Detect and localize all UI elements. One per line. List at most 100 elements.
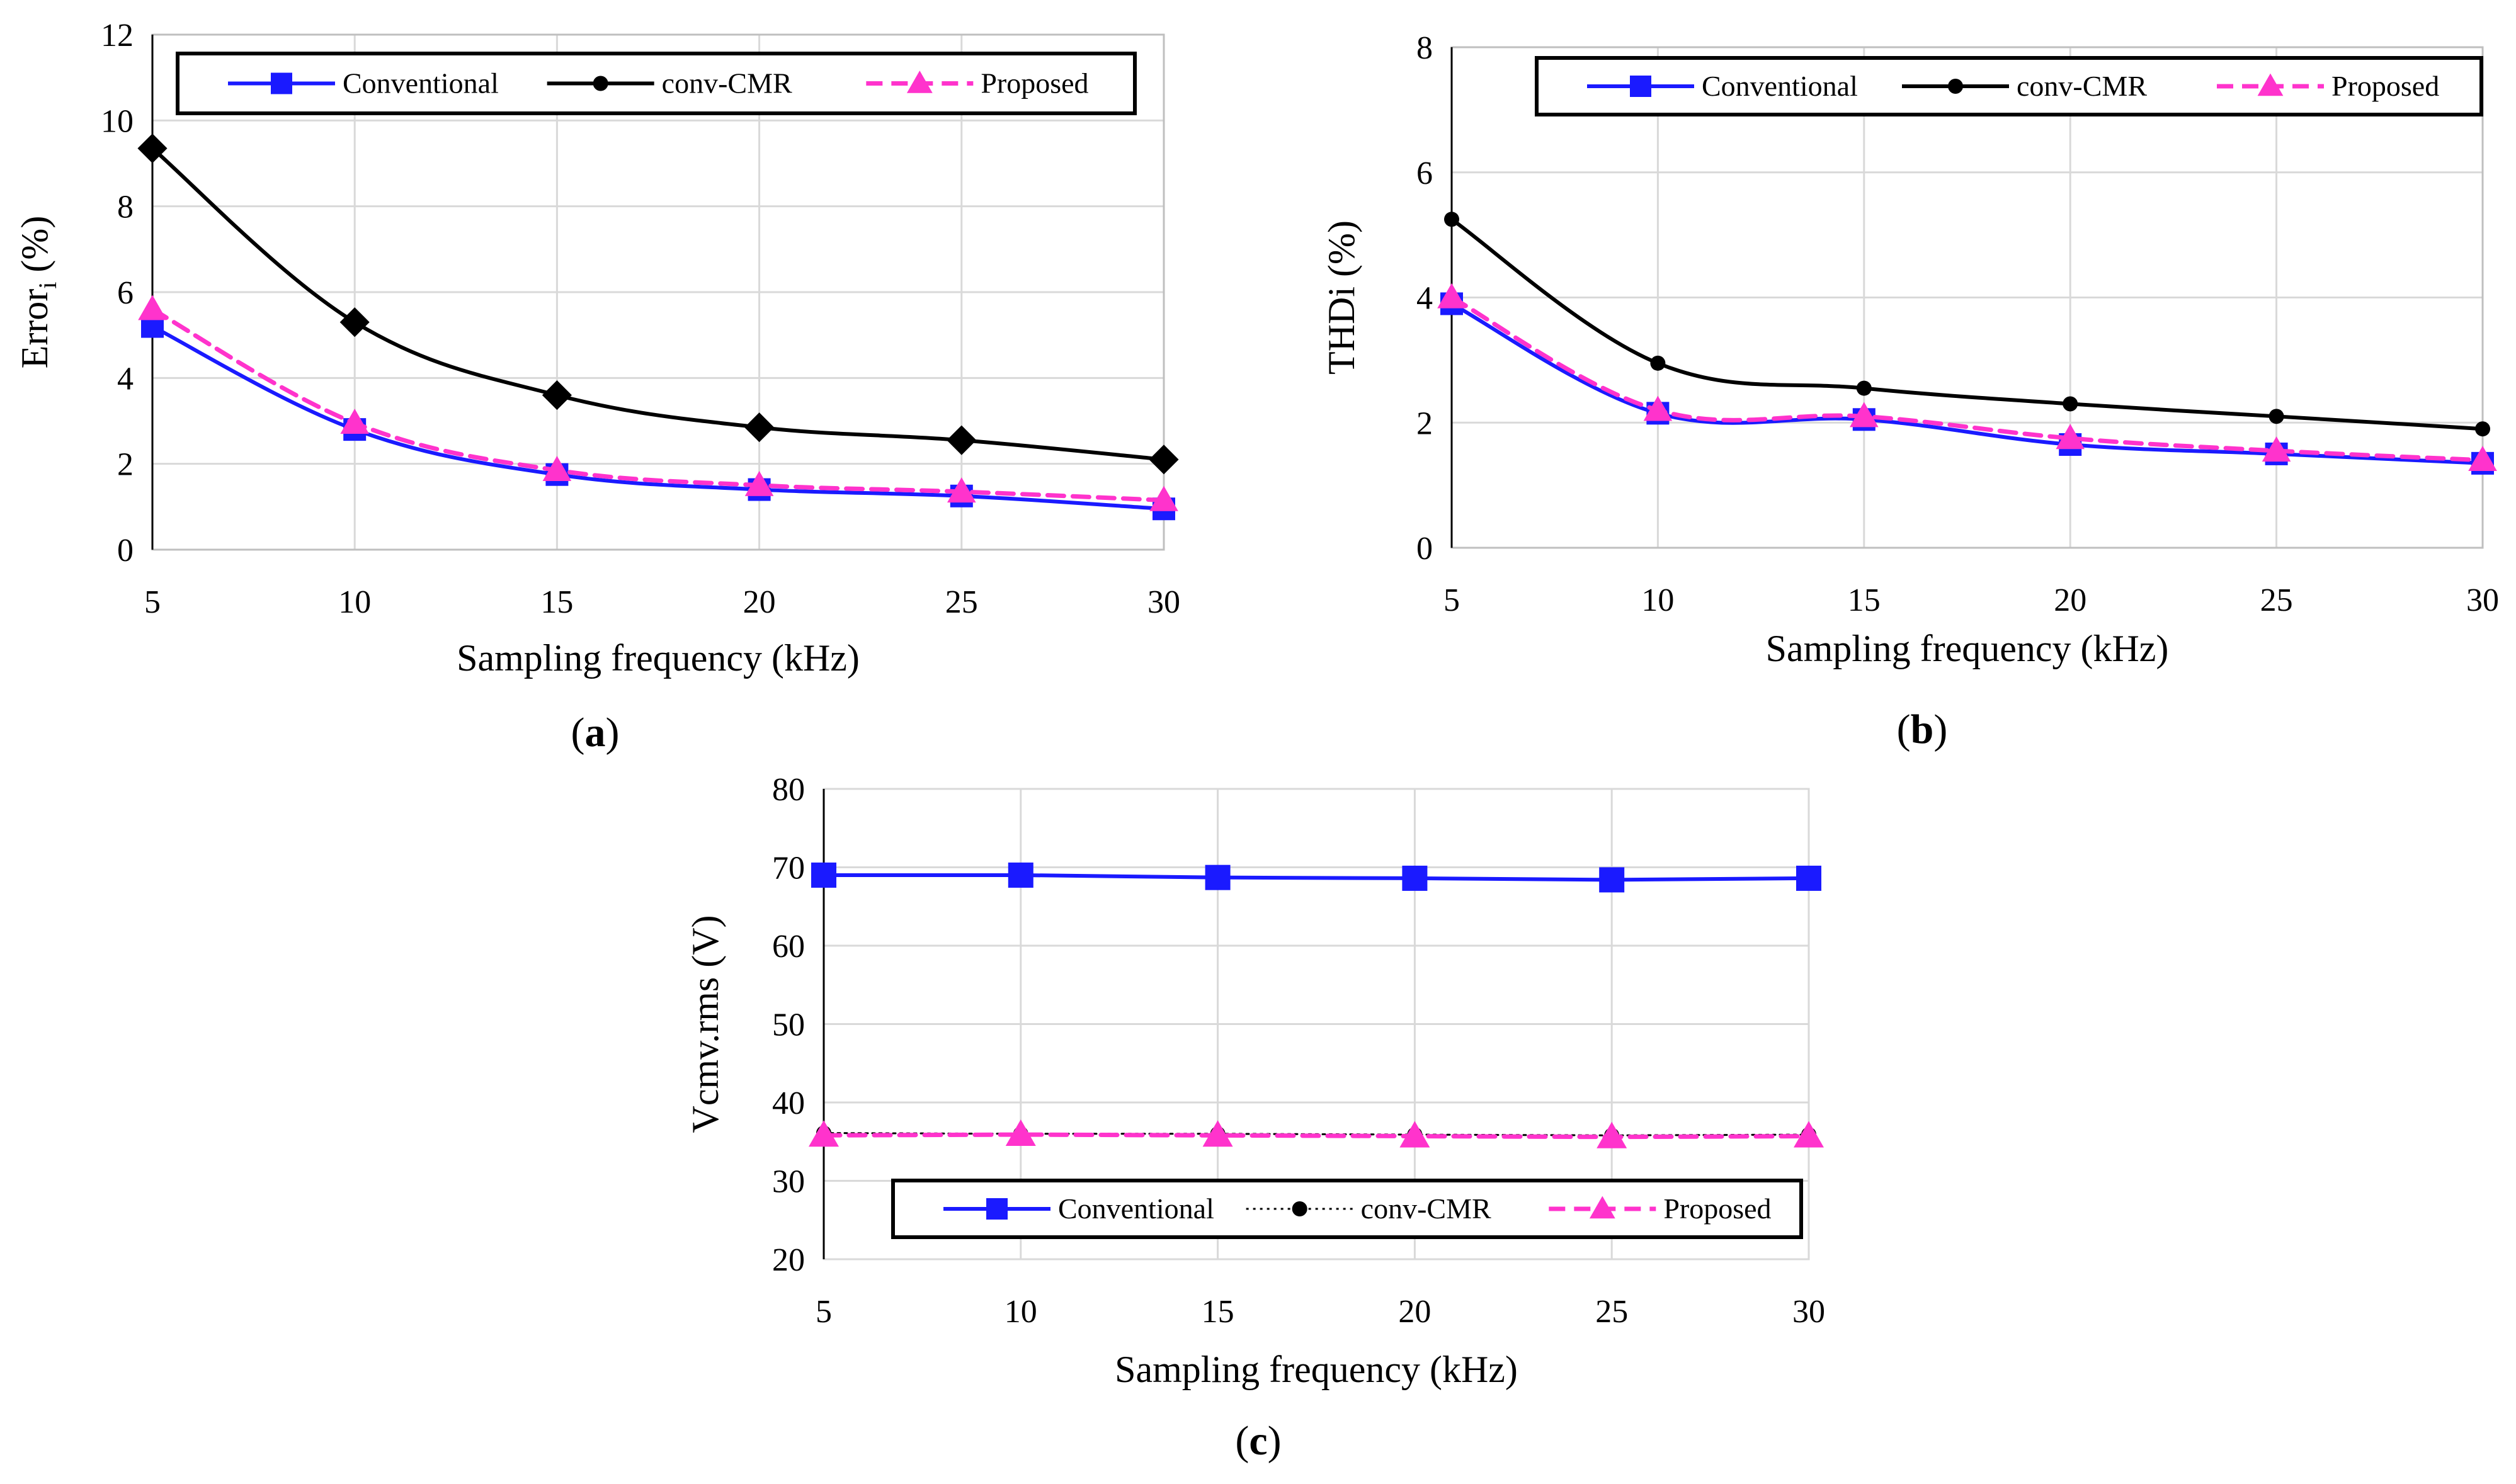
- x-tick-label: 30: [1792, 1294, 1825, 1330]
- data-point: [1850, 402, 1879, 428]
- data-point: [340, 409, 369, 434]
- data-point: [744, 470, 774, 496]
- legend-swatch-marker: [1589, 1196, 1615, 1219]
- caption-letter: b: [1911, 706, 1934, 752]
- legend-label: conv-CMR: [2017, 70, 2147, 102]
- y-axis-label-suffix: (%): [14, 216, 55, 282]
- legend-swatch-marker: [1630, 76, 1651, 97]
- gridlines: [1450, 46, 2484, 549]
- series-line: [151, 146, 1166, 462]
- data-point: [1205, 864, 1231, 890]
- y-tick-label: 60: [772, 929, 805, 965]
- panel-caption: (c): [1235, 1418, 1281, 1464]
- data-point: [947, 425, 977, 455]
- data-point: [811, 862, 836, 888]
- y-tick-label: 10: [101, 103, 134, 139]
- legend-item: Conventional: [943, 1192, 1214, 1225]
- series-conv-cmr: [1444, 212, 2490, 437]
- y-axis-label-subscript: i: [33, 282, 62, 289]
- data-point: [2262, 436, 2291, 462]
- legend-label: conv-CMR: [662, 67, 792, 99]
- y-tick-label: 12: [101, 18, 134, 54]
- legend-box: [891, 1179, 1803, 1239]
- x-tick-label: 15: [1202, 1294, 1234, 1330]
- x-tick-label: 15: [540, 584, 573, 620]
- data-point: [1008, 862, 1033, 888]
- legend-swatch-marker: [593, 76, 608, 91]
- legend: Conventional conv-CMR Proposed: [891, 1179, 1803, 1239]
- y-tick-label: 2: [117, 447, 134, 483]
- series-line: [150, 307, 1166, 503]
- y-axis-label-main: Error: [14, 289, 55, 369]
- legend-swatch-marker: [986, 1198, 1008, 1220]
- caption-open-paren: (: [571, 710, 585, 756]
- legend: Conventional conv-CMR Proposed: [176, 52, 1137, 115]
- x-tick-label: 20: [743, 584, 776, 620]
- data-point: [1437, 283, 1466, 309]
- data-point: [137, 133, 168, 164]
- series-proposed: [809, 1119, 1824, 1148]
- data-point: [138, 295, 167, 320]
- y-axis-label-main: THDi (%): [1321, 220, 1362, 375]
- x-tick-label: 10: [1641, 582, 1674, 618]
- x-tick-label: 20: [2054, 582, 2086, 618]
- y-tick-label: 50: [772, 1007, 805, 1043]
- panel-caption: (a): [571, 710, 620, 756]
- y-tick-label: 8: [1416, 30, 1433, 66]
- y-tick-label: 30: [772, 1164, 805, 1200]
- y-tick-label: 20: [772, 1242, 805, 1278]
- legend-label: Conventional: [1702, 70, 1858, 102]
- legend-item: Proposed: [2217, 70, 2439, 102]
- series-line: [1449, 295, 2485, 463]
- legend-item: Conventional: [1587, 70, 1858, 102]
- x-tick-label: 5: [1443, 582, 1460, 618]
- data-point: [1149, 445, 1179, 475]
- legend-label: Conventional: [1058, 1192, 1214, 1225]
- legend-item: Conventional: [228, 67, 499, 99]
- caption-letter: a: [585, 710, 606, 756]
- caption-open-paren: (: [1235, 1418, 1249, 1464]
- data-point: [2475, 421, 2490, 437]
- data-point: [1402, 865, 1428, 891]
- series-conv-cmr: [137, 133, 1179, 475]
- legend-item: Proposed: [866, 67, 1089, 99]
- y-tick-label: 40: [772, 1085, 805, 1121]
- legend: Conventional conv-CMR Proposed: [1535, 56, 2483, 116]
- y-tick-label: 4: [1416, 281, 1433, 317]
- data-point: [1856, 380, 1872, 396]
- y-axis-label: Vcmv.rms (V): [685, 915, 726, 1133]
- x-axis-label: Sampling frequency (kHz): [1766, 628, 2169, 669]
- data-point: [542, 456, 572, 481]
- series-proposed: [138, 295, 1178, 511]
- data-point: [1599, 867, 1625, 893]
- y-tick-label: 4: [117, 361, 134, 397]
- x-axis-label: Sampling frequency (kHz): [457, 637, 860, 679]
- series-line: [1450, 302, 2485, 465]
- y-tick-label: 0: [1416, 531, 1433, 567]
- y-tick-label: 6: [1416, 156, 1433, 191]
- x-tick-label: 30: [1147, 584, 1180, 620]
- data-point: [1650, 355, 1666, 371]
- series-conventional: [1440, 292, 2494, 475]
- x-tick-label: 5: [144, 584, 161, 620]
- legend-swatch-marker: [1292, 1201, 1307, 1216]
- data-point: [1597, 1121, 1627, 1148]
- panel-caption: (b): [1897, 706, 1948, 752]
- x-tick-label: 10: [1005, 1294, 1037, 1330]
- y-axis-label: Errori (%): [14, 216, 62, 369]
- x-tick-label: 20: [1398, 1294, 1431, 1330]
- y-tick-label: 6: [117, 275, 134, 311]
- series-line: [1450, 217, 2485, 431]
- data-point: [2056, 424, 2085, 450]
- y-axis-label-main: Vcmv.rms (V): [685, 915, 726, 1133]
- x-tick-label: 30: [2466, 582, 2499, 618]
- data-point: [1202, 1120, 1233, 1147]
- legend-label: Proposed: [2331, 70, 2439, 102]
- caption-close-paren: ): [606, 710, 620, 756]
- legend-swatch-marker: [2257, 73, 2284, 96]
- legend-label: conv-CMR: [1361, 1192, 1491, 1225]
- data-point: [2268, 409, 2284, 424]
- chart-a: 0 2 4 6 8 10 12 5 10 15 20 25 30 Sampling frequency (…: [14, 18, 1180, 756]
- data-point: [1794, 1121, 1824, 1148]
